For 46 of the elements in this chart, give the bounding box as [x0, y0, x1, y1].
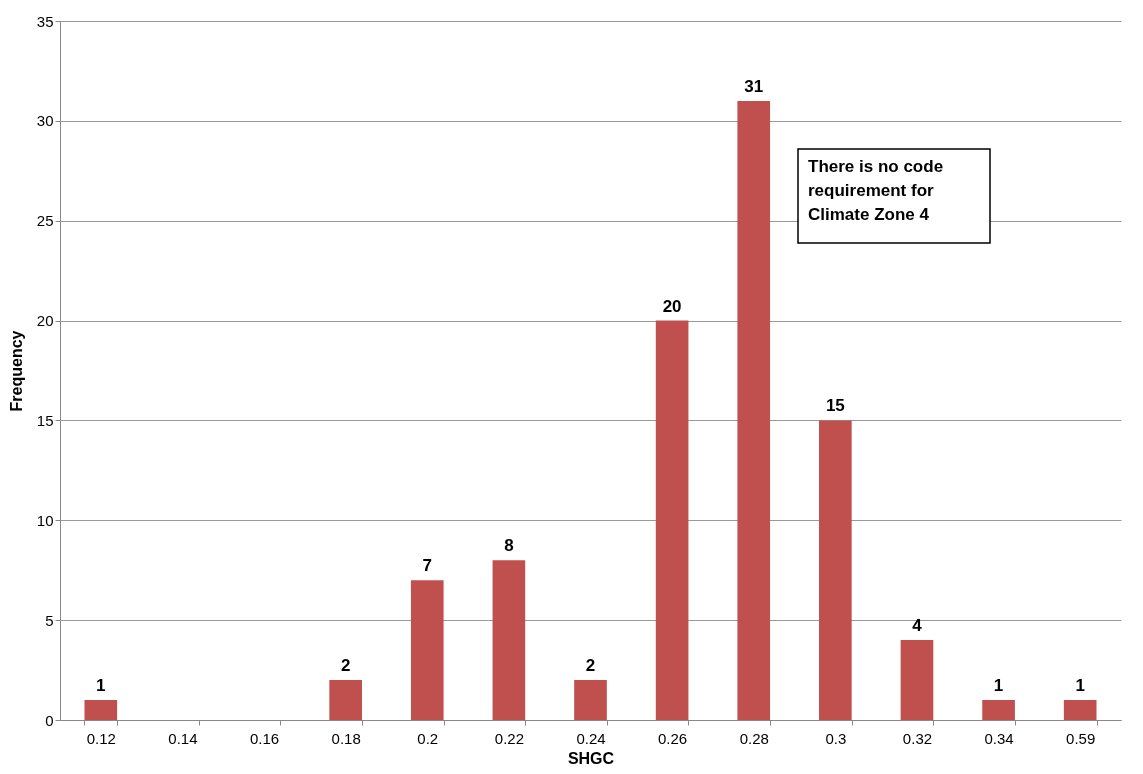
x-tick-label: 0.12 — [86, 729, 116, 747]
bar — [492, 560, 526, 720]
data-label: 7 — [422, 556, 432, 576]
x-tick-label: 0.18 — [331, 729, 361, 747]
x-axis-title: SHGC — [567, 749, 615, 767]
x-tick-label: 0.24 — [576, 729, 606, 747]
x-tick-label: 0.28 — [739, 729, 769, 747]
bar — [1063, 700, 1097, 720]
data-label: 1 — [993, 676, 1004, 696]
bar — [900, 640, 934, 720]
bar — [410, 580, 444, 720]
x-tick-label: 0.22 — [494, 729, 524, 747]
data-label: 4 — [912, 616, 923, 636]
x-tick-label: 0.2 — [417, 729, 439, 747]
bar — [655, 320, 689, 720]
x-tick-label: 0.3 — [825, 729, 847, 747]
x-tick-label: 0.59 — [1066, 729, 1096, 747]
x-tick-label: 0.26 — [658, 729, 688, 747]
data-label: 15 — [825, 396, 845, 416]
bar — [84, 700, 118, 720]
bar — [329, 680, 362, 720]
data-label: 1 — [96, 676, 106, 696]
y-tick-label: 5 — [45, 611, 54, 629]
data-label: 8 — [504, 536, 514, 556]
y-tick-label: 30 — [36, 112, 54, 130]
y-tick-label: 35 — [36, 12, 54, 30]
annotation: There is no code requirement for Climate Zone 4 — [808, 157, 944, 224]
y-tick-label: 10 — [36, 511, 54, 529]
x-tick-label: 0.16 — [249, 729, 280, 747]
data-label: 31 — [744, 76, 764, 96]
data-label: 20 — [662, 296, 682, 316]
x-tick-label: 0.34 — [984, 729, 1014, 747]
y-tick-label: 20 — [36, 312, 54, 330]
y-tick-label: 15 — [36, 411, 54, 429]
x-tick-label: 0.14 — [168, 729, 198, 747]
data-label: 2 — [585, 656, 596, 676]
bar — [737, 100, 771, 720]
bar — [819, 420, 852, 720]
bar — [982, 700, 1015, 720]
x-tick-label: 0.32 — [902, 729, 933, 747]
y-tick-label: 0 — [45, 711, 54, 729]
bar — [574, 680, 607, 720]
data-label: 2 — [340, 656, 351, 676]
y-axis-title: Frequency — [7, 330, 25, 412]
data-label: 1 — [1075, 676, 1085, 696]
y-tick-label: 25 — [36, 212, 54, 230]
